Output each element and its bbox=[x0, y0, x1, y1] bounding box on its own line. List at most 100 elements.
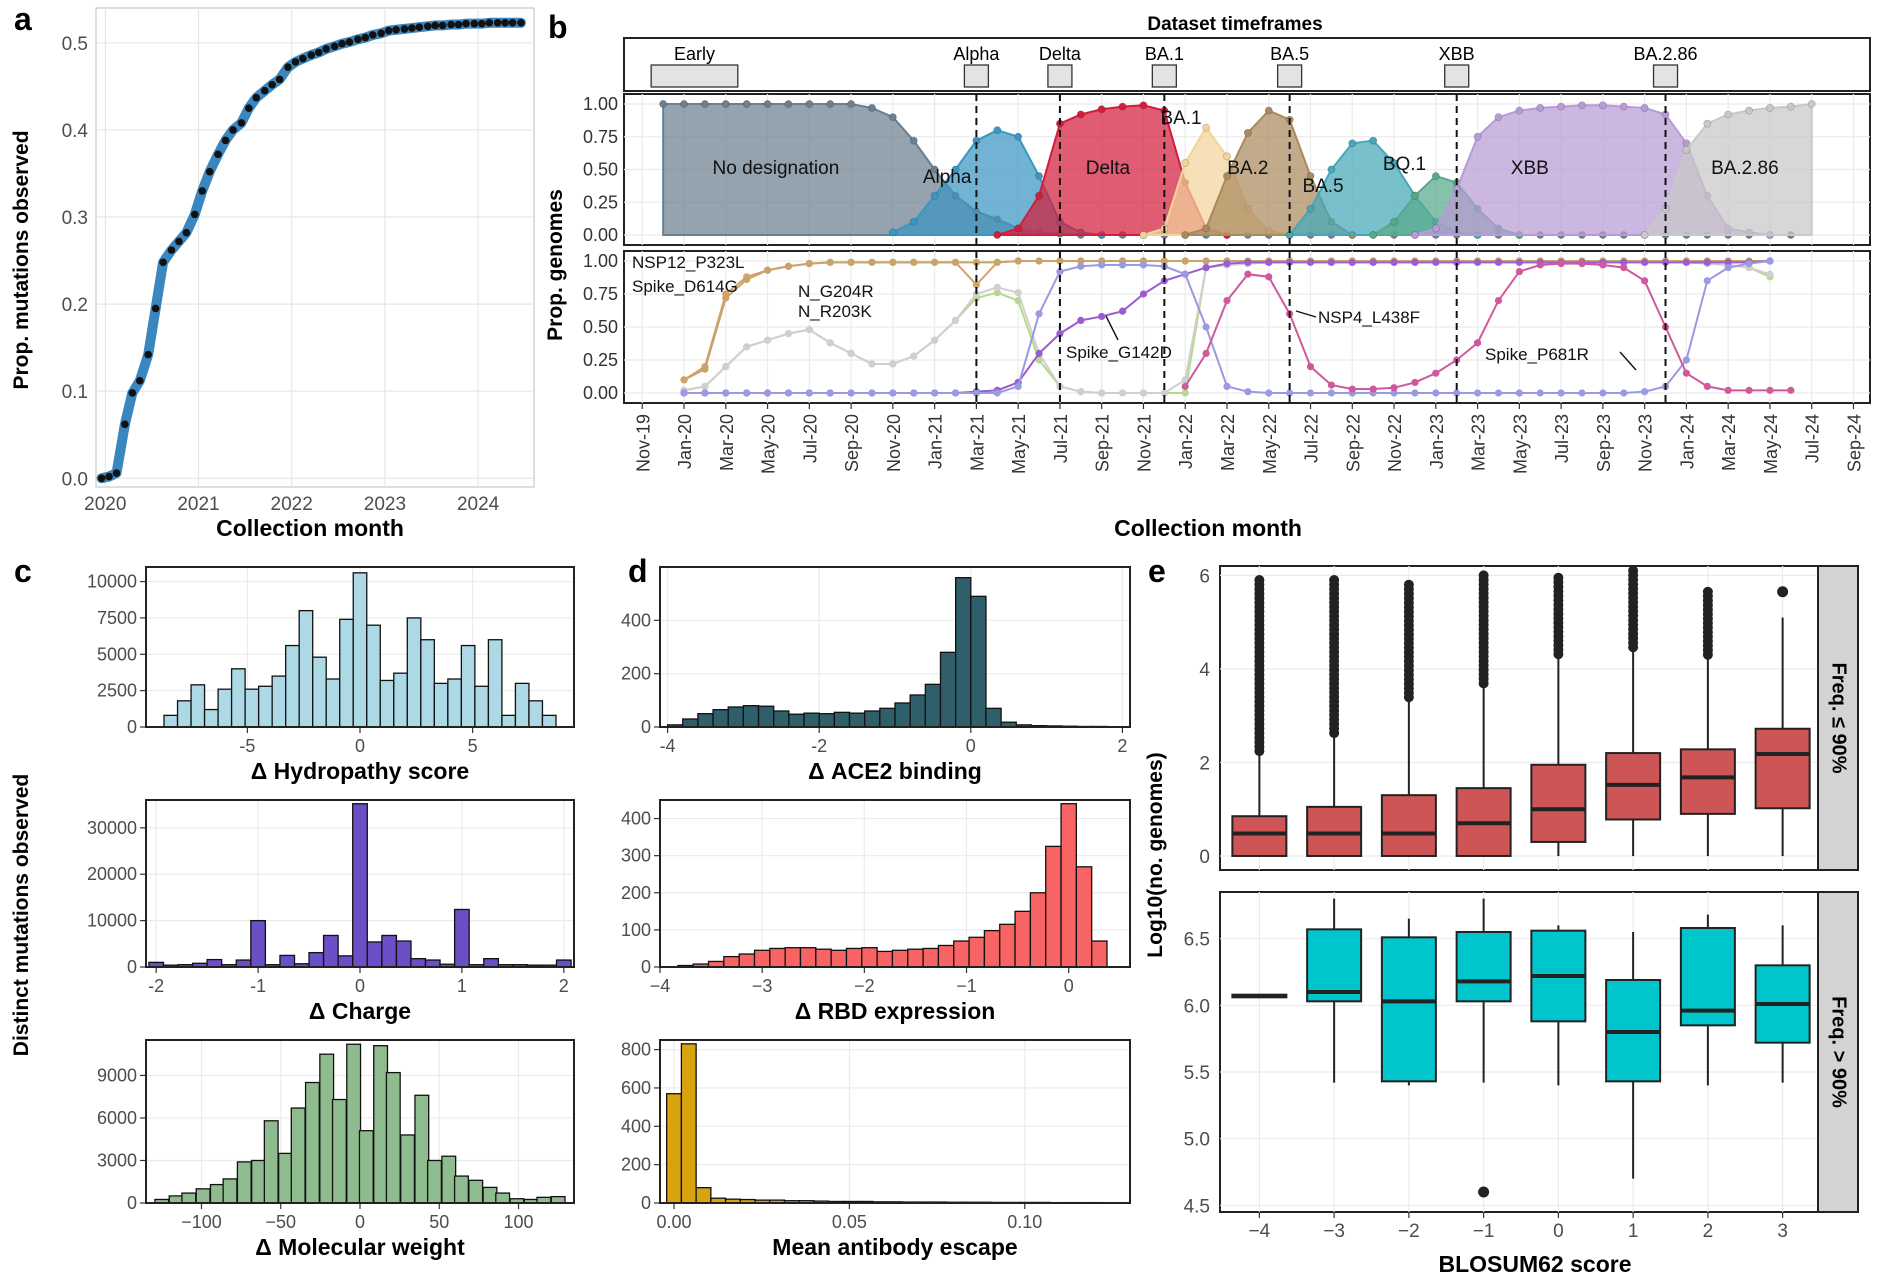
histogram-bar bbox=[541, 714, 557, 728]
lineage-point bbox=[1807, 100, 1816, 108]
x-tick-label: 2 bbox=[559, 976, 569, 996]
histogram-bar bbox=[815, 948, 832, 968]
lineage-point bbox=[1557, 102, 1566, 111]
x-axis-label: Δ Molecular weight bbox=[255, 1234, 465, 1260]
panel-label-e: e bbox=[1148, 553, 1166, 589]
annotation-leader bbox=[1105, 315, 1119, 341]
histogram-bar bbox=[337, 955, 354, 968]
x-tick-label: −3 bbox=[752, 976, 773, 996]
mutation-point bbox=[1265, 389, 1273, 397]
histogram-bar bbox=[453, 908, 470, 968]
lineage-label: BA.2 bbox=[1227, 158, 1268, 179]
mutation-point bbox=[1286, 389, 1294, 397]
lineage-point bbox=[805, 100, 814, 108]
x-tick-label: 2021 bbox=[177, 494, 219, 515]
x-tick-label: Sep-20 bbox=[842, 414, 862, 472]
data-point bbox=[338, 39, 346, 48]
mutation-point bbox=[1473, 389, 1482, 397]
data-point bbox=[447, 20, 455, 29]
lineage-point bbox=[1494, 113, 1503, 121]
x-tick-label: Jan-23 bbox=[1427, 414, 1447, 469]
histogram-bar bbox=[894, 702, 911, 728]
lineage-point bbox=[930, 165, 939, 174]
mutation-point bbox=[1098, 389, 1106, 397]
lineage-label: No designation bbox=[713, 158, 840, 179]
histogram-bar bbox=[953, 940, 970, 968]
lineage-point bbox=[909, 217, 918, 226]
mutation-point bbox=[1787, 386, 1795, 394]
histogram-bar bbox=[410, 958, 427, 968]
mutation-point bbox=[1118, 261, 1127, 269]
histogram-bar bbox=[366, 624, 381, 728]
x-tick-label: Mar-22 bbox=[1218, 414, 1238, 471]
mutation-point bbox=[1181, 376, 1189, 384]
lineage-point bbox=[1202, 224, 1211, 233]
y-tick-label: 0.00 bbox=[583, 225, 618, 245]
mutation-point bbox=[1244, 270, 1252, 278]
mutation-point bbox=[1766, 257, 1774, 265]
mutation-point bbox=[1390, 258, 1398, 266]
data-point bbox=[501, 19, 509, 27]
y-tick-label: 0.1 bbox=[62, 382, 88, 403]
x-tick-label: -1 bbox=[250, 976, 266, 996]
mutation-point bbox=[1494, 297, 1503, 305]
mutation-point bbox=[826, 258, 834, 266]
histogram-bar bbox=[970, 595, 987, 728]
outlier-point bbox=[1777, 586, 1789, 598]
timeframe-label: XBB bbox=[1439, 44, 1475, 64]
x-tick-label: Nov-19 bbox=[633, 414, 653, 472]
histogram-bar bbox=[879, 707, 896, 728]
histogram-bar bbox=[784, 947, 802, 968]
lineage-point bbox=[1745, 106, 1753, 115]
x-axis-label: Δ RBD expression bbox=[795, 998, 996, 1024]
y-tick-label: 5000 bbox=[97, 644, 137, 664]
histogram-bar bbox=[1014, 910, 1032, 968]
mutation-point bbox=[1515, 389, 1523, 397]
mutation-point bbox=[1390, 384, 1398, 392]
histogram-bar bbox=[400, 1134, 416, 1204]
mutation-point bbox=[972, 389, 980, 397]
histogram-bar bbox=[406, 617, 422, 728]
histogram-bar bbox=[257, 685, 273, 728]
mutation-point bbox=[993, 389, 1001, 397]
mutation-point bbox=[763, 389, 772, 397]
y-tick-label: 400 bbox=[621, 610, 651, 630]
histogram-bar bbox=[395, 940, 412, 968]
lineage-point bbox=[1202, 123, 1211, 132]
y-tick-label: 0.4 bbox=[62, 121, 89, 142]
x-tick-label: 0 bbox=[355, 736, 365, 756]
histogram-bar bbox=[352, 803, 368, 968]
mutation-point bbox=[1682, 356, 1691, 364]
histogram-bar bbox=[1045, 845, 1062, 968]
lineage-label: Alpha bbox=[923, 167, 972, 188]
data-point bbox=[291, 58, 300, 66]
y-tick-label: 9000 bbox=[97, 1065, 137, 1085]
data-point bbox=[214, 150, 222, 159]
mutation-point bbox=[1411, 378, 1419, 387]
y-tick-label: 0 bbox=[127, 1193, 137, 1213]
histogram-bar bbox=[453, 1175, 469, 1204]
lineage-point bbox=[1306, 204, 1315, 213]
mutation-point bbox=[1139, 290, 1148, 298]
x-tick-label: Mar-20 bbox=[717, 414, 737, 471]
data-point bbox=[508, 19, 517, 27]
mutation-point bbox=[1453, 389, 1461, 397]
data-point bbox=[408, 24, 416, 32]
lineage-point bbox=[1035, 191, 1043, 200]
lineage-point bbox=[993, 231, 1002, 239]
x-tick-label: May-24 bbox=[1761, 414, 1781, 474]
histogram-bar bbox=[907, 948, 924, 968]
histogram-bar bbox=[483, 958, 499, 968]
y-tick-label: 4.5 bbox=[1184, 1196, 1210, 1217]
y-tick-label: 4 bbox=[1199, 660, 1210, 681]
mutation-point bbox=[1620, 389, 1628, 397]
lineage-point bbox=[742, 100, 751, 108]
y-tick-label: 0.75 bbox=[583, 127, 618, 147]
mutation-point bbox=[1327, 381, 1335, 389]
y-tick-label: 0 bbox=[1199, 847, 1210, 868]
mutation-point bbox=[1265, 258, 1273, 266]
plot-border bbox=[659, 1039, 1131, 1204]
histogram-bar bbox=[723, 955, 740, 968]
mutation-annotation: NSP12_P323L bbox=[632, 253, 744, 272]
lineage-point bbox=[1035, 172, 1043, 180]
